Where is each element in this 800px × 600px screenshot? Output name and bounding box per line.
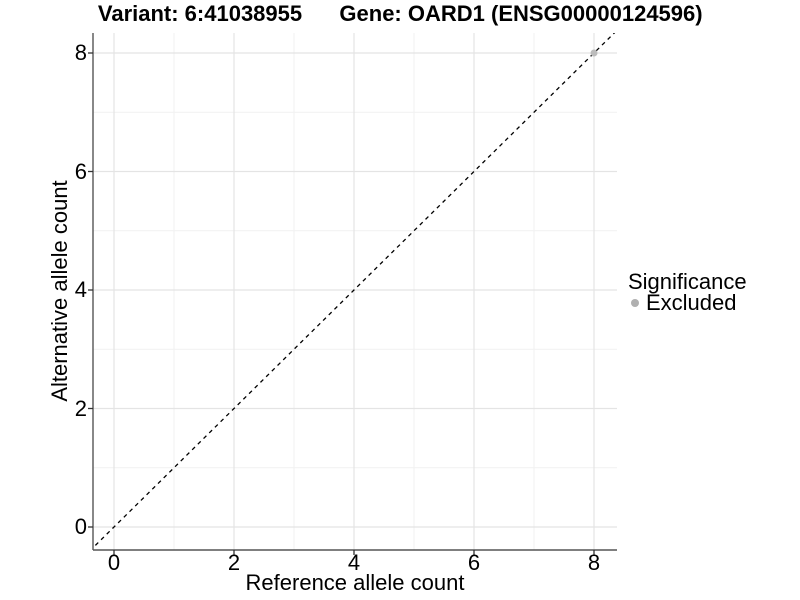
x-tick-label-4: 4	[347, 550, 361, 575]
plot-title-gene: Gene: OARD1 (ENSG00000124596)	[339, 1, 703, 26]
y-tick-label-8: 8	[74, 40, 87, 65]
plot-title-variant: Variant: 6:41038955	[97, 1, 303, 26]
legend-item-excluded: Excluded	[631, 290, 747, 315]
identity-reference-line	[93, 33, 616, 549]
x-axis-title: Reference allele count	[245, 570, 465, 595]
legend-item-label: Excluded	[646, 290, 737, 315]
y-tick-label-4: 4	[74, 277, 87, 302]
y-axis-title: Alternative allele count	[47, 180, 72, 402]
legend: Significance Excluded	[628, 269, 747, 315]
data-point-excluded	[590, 49, 598, 57]
y-tick-label-2: 2	[74, 395, 87, 421]
x-tick-label-0: 0	[107, 550, 121, 575]
legend-title: Significance	[628, 269, 747, 294]
legend-key-dot-icon	[631, 299, 639, 307]
x-tick-label-2: 2	[227, 550, 241, 575]
y-tick-label-6: 6	[74, 158, 87, 184]
x-tick-label-8: 8	[587, 550, 601, 575]
x-tick-label-6: 6	[467, 550, 481, 575]
y-tick-label-0: 0	[74, 514, 87, 539]
